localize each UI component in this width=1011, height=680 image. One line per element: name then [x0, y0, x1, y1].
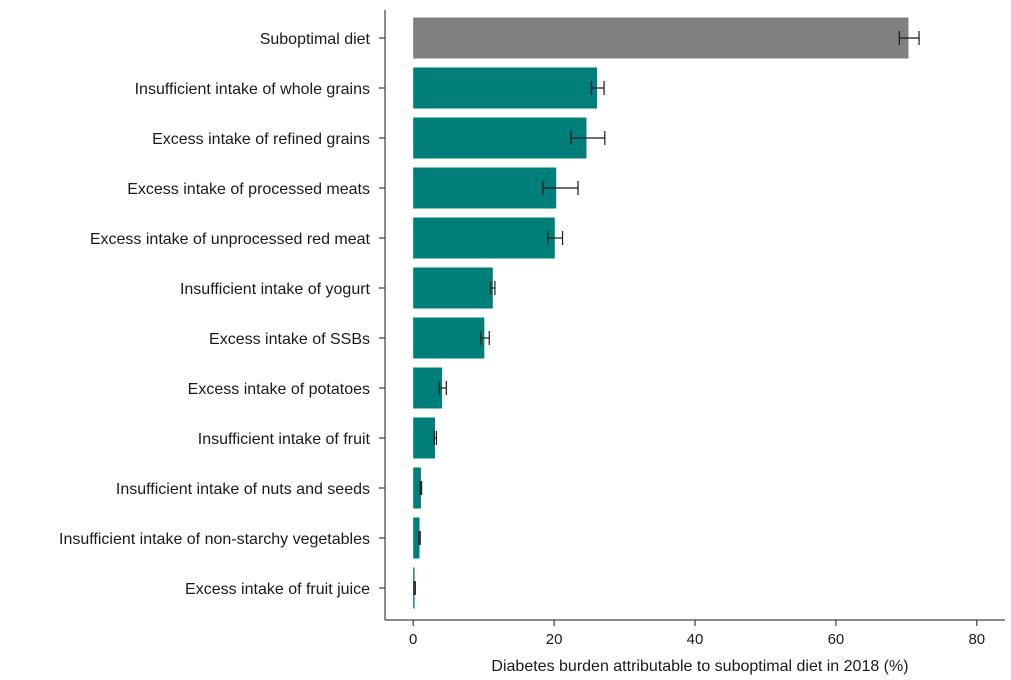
x-tick-label: 0 — [409, 631, 417, 648]
bar-7 — [413, 367, 443, 409]
errorbar-9 — [419, 481, 423, 495]
errorbar-3 — [542, 181, 579, 195]
bar-9 — [413, 467, 421, 509]
category-label: Excess intake of potatoes — [188, 381, 370, 398]
category-label: Excess intake of SSBs — [209, 331, 370, 348]
x-tick-label: 60 — [828, 631, 845, 648]
errorbar-11 — [413, 581, 416, 595]
category-label: Excess intake of refined grains — [152, 131, 370, 148]
errorbar-10 — [418, 531, 421, 545]
errorbar-5 — [490, 281, 496, 295]
bar-5 — [413, 267, 493, 309]
bar-0 — [413, 17, 909, 59]
category-label: Insufficient intake of fruit — [198, 431, 371, 448]
x-tick-label: 40 — [687, 631, 704, 648]
category-label: Insufficient intake of nuts and seeds — [116, 481, 370, 498]
errorbar-2 — [570, 131, 606, 145]
x-tick-label: 20 — [546, 631, 563, 648]
bar-10 — [413, 517, 420, 559]
category-label: Insufficient intake of non-starchy veget… — [59, 531, 370, 548]
errorbar-7 — [438, 381, 447, 395]
x-axis-title: Diabetes burden attributable to suboptim… — [491, 658, 908, 675]
bar-4 — [413, 217, 555, 259]
bar-3 — [413, 167, 557, 209]
x-tick-label: 80 — [968, 631, 985, 648]
category-labels: Suboptimal diet Insufficient intake of wh… — [59, 31, 371, 598]
bar-2 — [413, 117, 587, 159]
category-label: Excess intake of unprocessed red meat — [90, 231, 371, 248]
axes: 0 20 40 60 80 — [379, 10, 1005, 648]
category-label: Insufficient intake of whole grains — [135, 81, 370, 98]
category-label: Excess intake of fruit juice — [185, 581, 370, 598]
bar-6 — [413, 317, 485, 359]
errorbar-0 — [898, 31, 920, 45]
category-label: Insufficient intake of yogurt — [180, 281, 371, 298]
errorbar-8 — [433, 431, 438, 445]
errorbars-layer — [413, 31, 920, 595]
errorbar-1 — [590, 81, 605, 95]
category-label: Excess intake of processed meats — [127, 181, 370, 198]
category-label: Suboptimal diet — [260, 31, 371, 48]
errorbar-6 — [480, 331, 490, 345]
errorbar-4 — [547, 231, 564, 245]
bar-1 — [413, 67, 598, 109]
bar-8 — [413, 417, 436, 459]
bars-layer — [413, 17, 909, 609]
